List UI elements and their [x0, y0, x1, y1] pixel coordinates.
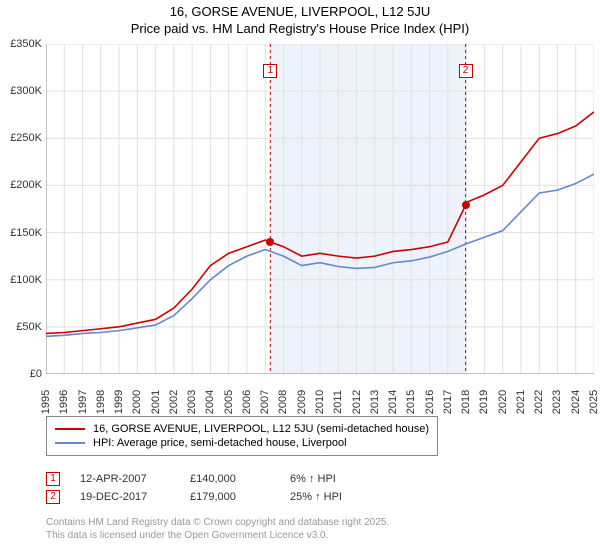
x-tick-label: 2006 — [241, 390, 253, 414]
x-tick-label: 2001 — [150, 390, 162, 414]
title-sub: Price paid vs. HM Land Registry's House … — [0, 21, 600, 36]
x-tick-label: 2008 — [277, 390, 289, 414]
page-container: 16, GORSE AVENUE, LIVERPOOL, L12 5JU Pri… — [0, 0, 600, 560]
x-tick-label: 2013 — [369, 390, 381, 414]
title-main: 16, GORSE AVENUE, LIVERPOOL, L12 5JU — [0, 4, 600, 19]
x-tick-label: 2015 — [405, 390, 417, 414]
x-tick-label: 2014 — [387, 390, 399, 414]
annotation-price: £179,000 — [190, 491, 270, 503]
legend-swatch — [55, 428, 85, 430]
y-tick-label: £250K — [0, 132, 42, 144]
chart-marker-dot-2 — [462, 201, 470, 209]
legend-row: 16, GORSE AVENUE, LIVERPOOL, L12 5JU (se… — [55, 423, 429, 435]
footer: Contains HM Land Registry data © Crown c… — [46, 516, 389, 542]
x-tick-label: 2005 — [223, 390, 235, 414]
y-tick-label: £300K — [0, 85, 42, 97]
x-tick-label: 2002 — [168, 390, 180, 414]
x-tick-label: 2018 — [460, 390, 472, 414]
x-tick-label: 2023 — [551, 390, 563, 414]
x-tick-label: 1998 — [95, 390, 107, 414]
annotation-marker: 2 — [46, 490, 60, 504]
x-tick-label: 1996 — [58, 390, 70, 414]
x-tick-label: 2025 — [588, 390, 600, 414]
x-tick-label: 2012 — [351, 390, 363, 414]
legend-swatch — [55, 442, 85, 444]
chart-marker-1: 1 — [263, 64, 277, 78]
chart-marker-2: 2 — [459, 64, 473, 78]
annotation-delta: 6% ↑ HPI — [290, 473, 336, 485]
title-block: 16, GORSE AVENUE, LIVERPOOL, L12 5JU Pri… — [0, 0, 600, 36]
x-tick-label: 2004 — [204, 390, 216, 414]
x-tick-label: 2016 — [424, 390, 436, 414]
footer-line-2: This data is licensed under the Open Gov… — [46, 529, 389, 542]
chart-marker-dot-1 — [266, 238, 274, 246]
x-tick-label: 2017 — [442, 390, 454, 414]
y-tick-label: £0 — [0, 368, 42, 380]
x-tick-label: 2019 — [478, 390, 490, 414]
x-tick-label: 1997 — [77, 390, 89, 414]
annotation-row: 2 19-DEC-2017 £179,000 25% ↑ HPI — [46, 490, 342, 504]
annotation-marker: 1 — [46, 472, 60, 486]
y-tick-label: £50K — [0, 321, 42, 333]
y-tick-label: £100K — [0, 274, 42, 286]
annotation-row: 1 12-APR-2007 £140,000 6% ↑ HPI — [46, 472, 342, 486]
x-tick-label: 2011 — [332, 390, 344, 414]
legend-label: 16, GORSE AVENUE, LIVERPOOL, L12 5JU (se… — [93, 423, 429, 435]
chart-svg — [46, 44, 594, 374]
x-tick-label: 2020 — [497, 390, 509, 414]
x-tick-label: 2021 — [515, 390, 527, 414]
x-tick-label: 2007 — [259, 390, 271, 414]
legend: 16, GORSE AVENUE, LIVERPOOL, L12 5JU (se… — [46, 416, 438, 456]
x-tick-label: 2003 — [186, 390, 198, 414]
annotation-price: £140,000 — [190, 473, 270, 485]
legend-label: HPI: Average price, semi-detached house,… — [93, 437, 347, 449]
chart-area: £0£50K£100K£150K£200K£250K£300K£350K 199… — [46, 44, 594, 374]
x-tick-label: 1999 — [113, 390, 125, 414]
annotation-date: 12-APR-2007 — [80, 473, 170, 485]
x-tick-label: 1995 — [40, 390, 52, 414]
y-tick-label: £150K — [0, 227, 42, 239]
legend-row: HPI: Average price, semi-detached house,… — [55, 437, 429, 449]
footer-line-1: Contains HM Land Registry data © Crown c… — [46, 516, 389, 529]
x-tick-label: 2024 — [570, 390, 582, 414]
x-tick-label: 2009 — [296, 390, 308, 414]
x-tick-label: 2010 — [314, 390, 326, 414]
y-tick-label: £350K — [0, 38, 42, 50]
x-tick-label: 2022 — [533, 390, 545, 414]
y-tick-label: £200K — [0, 179, 42, 191]
annotation-delta: 25% ↑ HPI — [290, 491, 342, 503]
annotations: 1 12-APR-2007 £140,000 6% ↑ HPI 2 19-DEC-2017… — [46, 468, 342, 508]
annotation-date: 19-DEC-2017 — [80, 491, 170, 503]
x-tick-label: 2000 — [131, 390, 143, 414]
